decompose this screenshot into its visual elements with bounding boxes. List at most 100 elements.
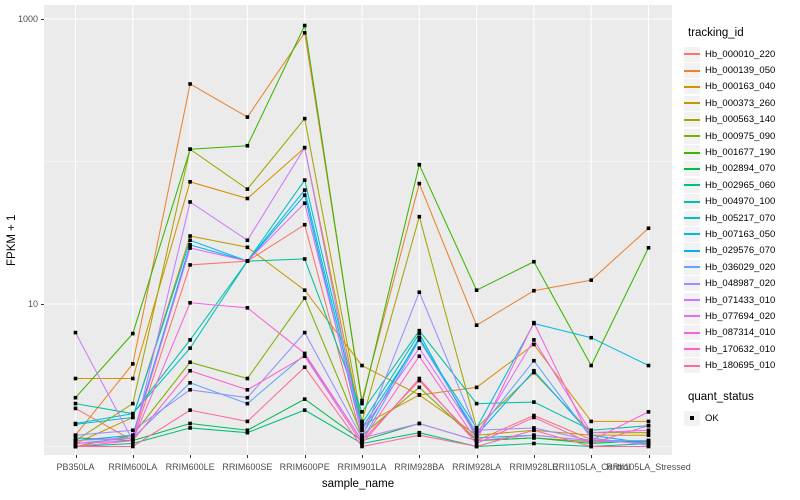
data-point-marker xyxy=(188,408,192,412)
data-point-marker xyxy=(131,362,135,366)
data-point-marker xyxy=(474,323,479,327)
legend-item-Hb_087314_010: Hb_087314_010 xyxy=(684,325,798,341)
legend-item-Hb_170632_010: Hb_170632_010 xyxy=(684,341,798,357)
legend-item-quant-ok: OK xyxy=(684,410,798,426)
data-point-marker xyxy=(131,401,135,406)
data-point-marker xyxy=(532,426,536,430)
data-point-marker xyxy=(646,438,651,443)
data-point-marker xyxy=(417,421,422,426)
x-tick-mark xyxy=(476,455,478,458)
data-point-marker xyxy=(245,395,250,400)
data-point-marker xyxy=(646,428,651,433)
data-point-marker xyxy=(646,444,651,449)
x-tick-label: RRIM928LA xyxy=(452,462,502,472)
data-point-marker xyxy=(646,423,651,428)
x-tick-label: RRIM901LA xyxy=(337,462,387,472)
legend-key-swatch xyxy=(684,226,700,242)
legend-item-Hb_007163_050: Hb_007163_050 xyxy=(684,226,798,242)
x-axis-title: sample_name xyxy=(321,478,395,490)
data-point-marker xyxy=(302,397,307,401)
legend-key-swatch xyxy=(684,259,700,275)
data-point-marker xyxy=(474,436,479,440)
x-tick-mark xyxy=(419,455,421,458)
x-tick-label: RRIM928LE xyxy=(509,462,559,472)
legend-line-icon xyxy=(684,102,700,105)
legend-line-icon xyxy=(684,167,700,170)
data-point-marker xyxy=(245,143,250,148)
data-point-marker xyxy=(474,426,479,430)
quant-status-key xyxy=(684,410,700,426)
data-point-marker xyxy=(532,433,536,438)
data-point-marker xyxy=(302,188,307,192)
data-point-marker xyxy=(245,401,250,406)
legend-line-icon xyxy=(684,233,700,236)
legend-item-Hb_077694_020: Hb_077694_020 xyxy=(684,308,798,324)
legend-label: Hb_002894_070 xyxy=(705,163,776,175)
data-point-marker xyxy=(589,438,593,443)
legend-line-icon xyxy=(684,299,700,302)
legend-item-Hb_000975_090: Hb_000975_090 xyxy=(684,128,798,144)
data-point-marker xyxy=(73,330,78,335)
data-point-marker xyxy=(417,433,422,438)
y-tick-label: 1000 xyxy=(17,14,38,24)
legend-label: Hb_000373_260 xyxy=(705,97,776,109)
data-point-marker xyxy=(532,415,536,420)
data-point-marker xyxy=(302,116,307,121)
legend-item-Hb_002894_070: Hb_002894_070 xyxy=(684,161,798,177)
legend-label: Hb_000010_220 xyxy=(705,48,776,60)
data-point-marker xyxy=(73,438,78,443)
data-point-marker xyxy=(646,433,651,438)
legend-label: Hb_087314_010 xyxy=(705,327,776,339)
data-point-marker xyxy=(646,430,651,435)
legend-key-swatch xyxy=(684,79,700,95)
data-point-marker xyxy=(474,444,479,449)
data-point-marker xyxy=(131,438,135,443)
data-point-marker xyxy=(73,444,78,449)
data-point-marker xyxy=(245,245,250,250)
x-tick-label: PB350LA xyxy=(56,462,95,472)
data-point-marker xyxy=(532,259,536,264)
data-point-marker xyxy=(131,411,135,416)
x-tick-mark xyxy=(75,455,77,458)
data-point-marker xyxy=(131,444,135,449)
data-point-marker xyxy=(188,246,192,250)
legend-item-Hb_000563_140: Hb_000563_140 xyxy=(684,112,798,128)
data-point-marker xyxy=(73,376,78,381)
legend-label: Hb_000563_140 xyxy=(705,114,776,126)
data-point-marker xyxy=(417,290,422,295)
x-tick-label: RRII105LA_Control xyxy=(552,462,631,472)
legend-item-Hb_029576_070: Hb_029576_070 xyxy=(684,243,798,259)
legend-key-swatch xyxy=(684,112,700,128)
legend-key-swatch xyxy=(684,145,700,161)
x-tick-mark xyxy=(648,455,650,458)
legend-key-swatch xyxy=(684,46,700,62)
data-point-marker xyxy=(302,23,307,28)
data-point-marker xyxy=(131,436,135,440)
data-point-marker xyxy=(73,433,78,438)
data-point-marker xyxy=(532,358,536,363)
data-point-marker xyxy=(589,419,593,424)
data-point-marker xyxy=(302,408,307,412)
legend-item-Hb_001677_190: Hb_001677_190 xyxy=(684,144,798,161)
data-point-marker xyxy=(417,338,422,342)
legend-label: Hb_036029_020 xyxy=(705,261,776,273)
y-tick-mark xyxy=(41,304,44,305)
data-point-marker xyxy=(131,428,135,433)
data-point-marker xyxy=(532,436,536,440)
data-point-marker xyxy=(188,300,192,305)
data-point-marker xyxy=(245,387,250,392)
data-point-marker xyxy=(360,436,364,440)
legend-line-icon xyxy=(684,69,700,72)
data-point-marker xyxy=(474,438,479,443)
legend-line-icon xyxy=(684,85,700,88)
data-point-marker xyxy=(73,441,78,446)
data-point-marker xyxy=(188,360,192,365)
data-point-marker xyxy=(532,288,536,293)
data-point-marker xyxy=(245,430,250,435)
data-point-marker xyxy=(589,335,593,340)
data-point-marker xyxy=(245,306,250,310)
legend-line-icon xyxy=(684,53,700,56)
data-point-marker xyxy=(360,398,364,403)
data-point-marker xyxy=(532,441,536,446)
